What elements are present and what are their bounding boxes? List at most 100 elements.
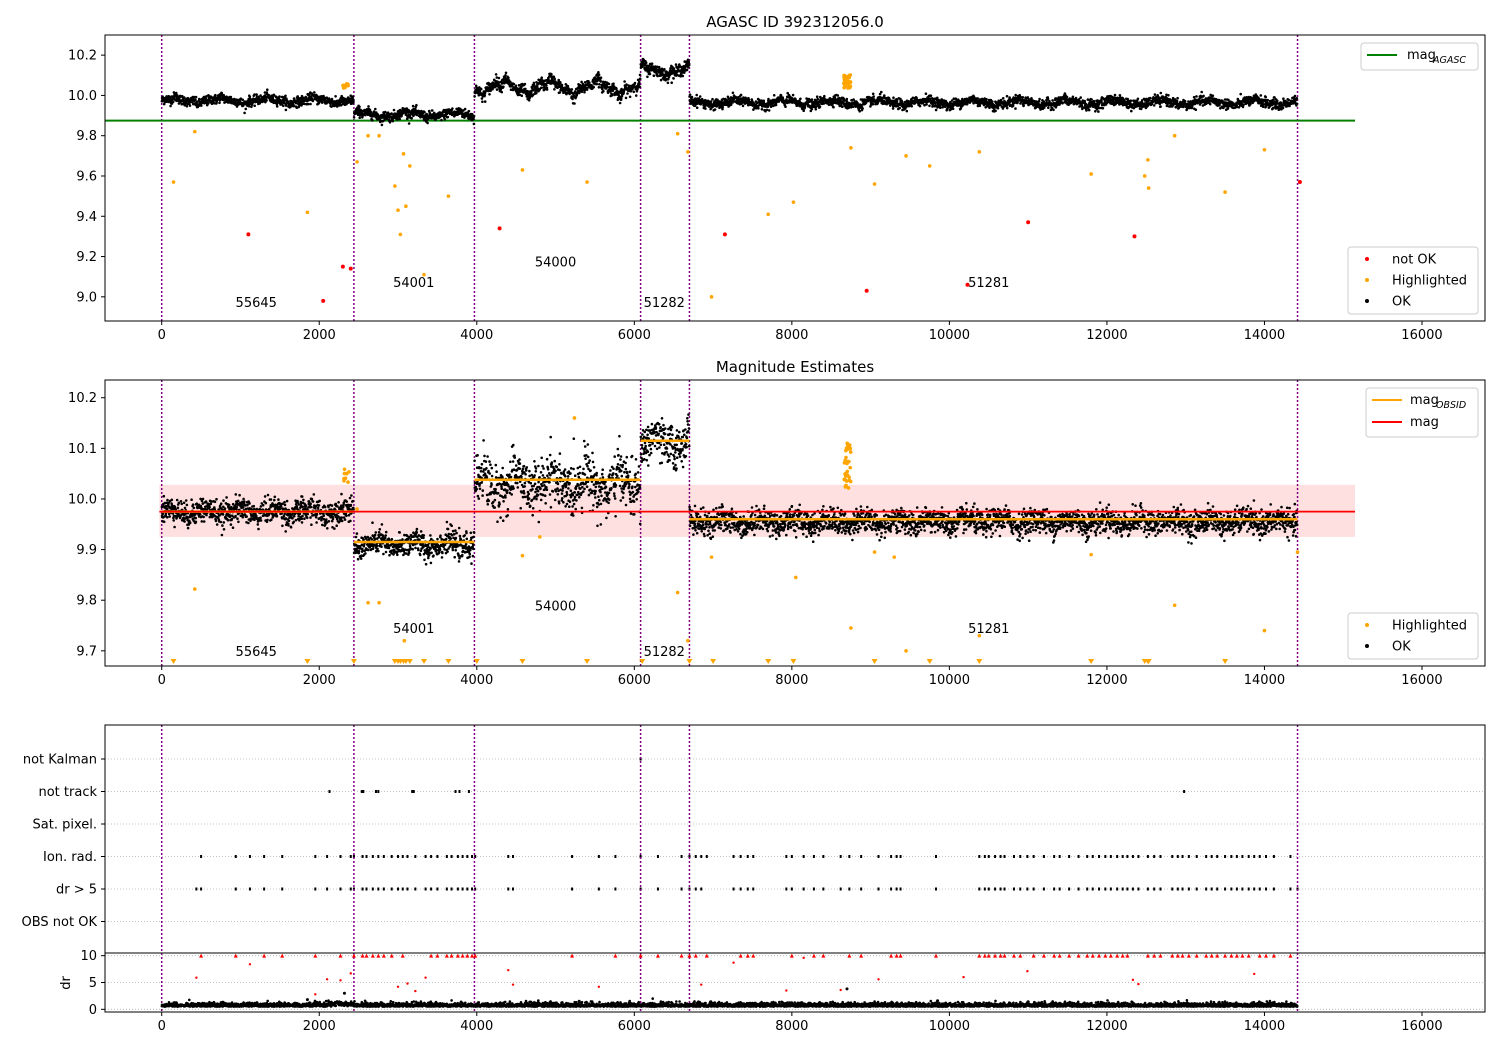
flag-point bbox=[326, 855, 329, 858]
flag-point bbox=[899, 855, 902, 858]
dr-ytick-label: 0 bbox=[89, 1003, 97, 1018]
flags-plot-area: not Kalman not track Sat. pixel. Ion. rad. d… bbox=[22, 724, 1486, 954]
flag-point bbox=[374, 790, 377, 793]
mag-ytick-label: 9.8 bbox=[76, 594, 97, 609]
agasc-highlighted-point bbox=[675, 131, 680, 136]
flag-point bbox=[1183, 790, 1186, 793]
mag-legend-point-label: Highlighted bbox=[1392, 619, 1467, 634]
agasc-not-ok-point bbox=[1297, 180, 1302, 185]
flag-row-label: not track bbox=[38, 785, 97, 800]
mag-highlighted-point bbox=[686, 638, 690, 643]
dr-clipped-marker bbox=[993, 953, 998, 958]
dr-clipped-marker bbox=[1257, 953, 1262, 958]
dr-clipped-marker bbox=[1204, 953, 1209, 958]
flag-point bbox=[456, 855, 459, 858]
mag-highlighted-point bbox=[675, 590, 680, 595]
flag-point bbox=[1077, 855, 1080, 858]
mag-highlighted-point bbox=[1295, 550, 1300, 554]
flag-point bbox=[281, 887, 284, 891]
dr-red-point bbox=[1253, 972, 1256, 976]
dr-clipped-marker bbox=[847, 953, 852, 958]
flag-point bbox=[411, 790, 414, 793]
agasc-highlighted-point bbox=[171, 180, 176, 184]
flag-point bbox=[436, 887, 439, 891]
flag-point bbox=[1104, 887, 1107, 891]
flag-point bbox=[339, 887, 342, 891]
dr-red-point bbox=[325, 978, 329, 981]
flag-point bbox=[445, 887, 448, 891]
dr-clipped-marker bbox=[199, 953, 204, 958]
flag-point bbox=[890, 855, 893, 858]
agasc-highlighted-point bbox=[520, 168, 525, 172]
dr-clipped-marker bbox=[898, 953, 903, 958]
flag-point bbox=[1137, 855, 1140, 858]
flag-point bbox=[790, 855, 793, 858]
flag-row-points bbox=[200, 855, 1292, 858]
mag-legend-line-sub: OBSID bbox=[1436, 400, 1466, 411]
flag-point bbox=[1272, 887, 1275, 891]
flag-point bbox=[1104, 855, 1107, 858]
mag-highlight-cluster-point bbox=[847, 443, 852, 447]
flag-point bbox=[994, 887, 997, 891]
flag-point bbox=[349, 855, 352, 858]
agasc-ytick-label: 9.4 bbox=[76, 210, 97, 225]
agasc-highlighted-point bbox=[1223, 190, 1227, 194]
flag-point bbox=[1019, 855, 1022, 858]
dr-clipped-marker bbox=[435, 953, 440, 958]
dr-ytick-label: 10 bbox=[80, 949, 97, 964]
agasc-highlighted-point bbox=[408, 164, 412, 168]
mag-out-of-range-marker bbox=[639, 659, 646, 664]
agasc-xtick-label: 8000 bbox=[775, 328, 808, 343]
flag-point bbox=[361, 887, 364, 891]
dr-clipped-marker bbox=[1031, 953, 1036, 958]
dr-clipped-marker bbox=[470, 953, 475, 958]
mag-out-of-range-marker bbox=[765, 659, 772, 664]
flag-point bbox=[471, 855, 474, 858]
dr-clipped-marker bbox=[1041, 953, 1046, 958]
agasc-highlight-cluster-point bbox=[845, 78, 849, 83]
flag-point bbox=[694, 855, 697, 858]
dr-clipped-marker bbox=[693, 953, 698, 958]
flag-point bbox=[877, 855, 880, 858]
flag-point bbox=[471, 887, 474, 891]
panel-title-magnitude: Magnitude Estimates bbox=[716, 358, 874, 376]
dr-clipped-marker bbox=[1057, 953, 1062, 958]
mag-highlighted-point bbox=[793, 575, 798, 580]
flag-point bbox=[1265, 887, 1268, 891]
flag-point bbox=[978, 855, 981, 858]
flag-point bbox=[1003, 887, 1006, 891]
agasc-legend-mag-label: mag bbox=[1407, 48, 1436, 63]
dr-axis-label: dr bbox=[59, 976, 74, 990]
dr-clipped-marker bbox=[998, 953, 1003, 958]
dr-clipped-marker bbox=[811, 953, 816, 958]
flag-point bbox=[445, 855, 448, 858]
dr-red-point bbox=[314, 993, 317, 996]
flag-row-label: Ion. rad. bbox=[43, 850, 97, 865]
flag-point bbox=[1109, 887, 1112, 891]
mag-xtick-label: 2000 bbox=[303, 673, 336, 688]
flag-point bbox=[412, 790, 415, 793]
agasc-highlighted-point bbox=[422, 272, 426, 277]
mag-ytick-label: 10.2 bbox=[68, 391, 97, 406]
mag-ytick-label: 9.7 bbox=[76, 644, 97, 659]
flag-point bbox=[1068, 855, 1071, 858]
flag-point bbox=[1109, 855, 1112, 858]
agasc-xtick-label: 10000 bbox=[929, 328, 970, 343]
dr-clipped-marker bbox=[1240, 953, 1245, 958]
dr-clipped-marker bbox=[351, 953, 356, 958]
dr-clipped-marker bbox=[1115, 953, 1120, 958]
dr-xtick-label: 8000 bbox=[775, 1019, 808, 1034]
flag-point bbox=[812, 887, 815, 891]
dr-clipped-marker bbox=[1108, 953, 1113, 958]
flag-point bbox=[1053, 855, 1056, 858]
flag-point bbox=[680, 887, 683, 891]
flag-point bbox=[263, 887, 266, 891]
dr-clipped-marker bbox=[1103, 953, 1108, 958]
flag-point bbox=[895, 887, 898, 891]
dr-clipped-marker bbox=[1223, 953, 1228, 958]
mag-xtick-label: 10000 bbox=[929, 673, 970, 688]
flag-point bbox=[1131, 855, 1134, 858]
mag-highlighted-point bbox=[892, 555, 897, 559]
agasc-legend-points-box bbox=[1347, 246, 1479, 315]
agasc-highlighted-point bbox=[977, 150, 982, 154]
